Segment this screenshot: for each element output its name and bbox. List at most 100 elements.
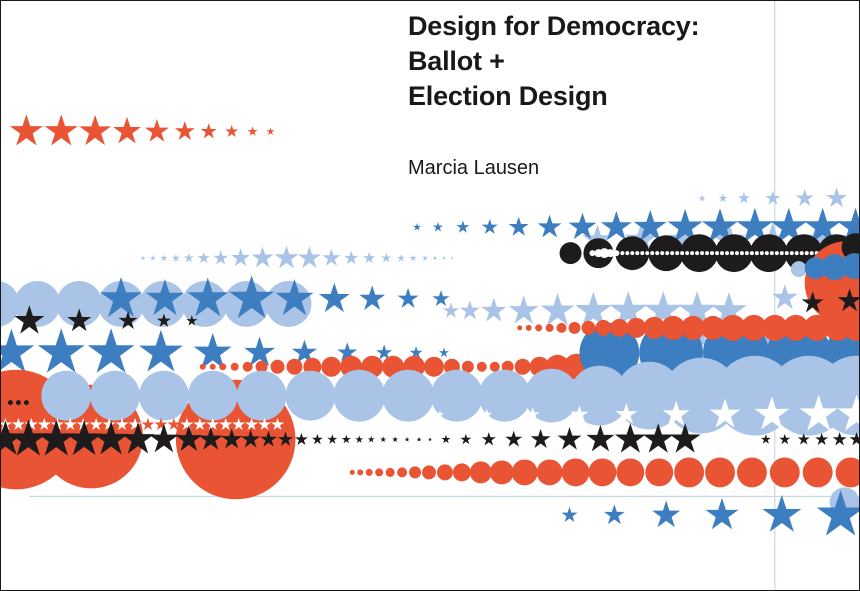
star-shape [652,500,681,528]
circle-shape [821,254,848,281]
star-shape [441,256,446,260]
star-shape [570,405,589,423]
star-shape [79,114,112,146]
star-shape [89,417,103,431]
black-star-row-bottom [1,419,859,456]
star-shape [149,254,156,261]
circle-shape [790,261,807,278]
circle-shape [525,324,532,331]
star-shape [113,116,141,144]
blue-stars-large-left [1,328,449,373]
circle-shape [545,323,554,332]
star-shape [128,417,142,431]
star-shape [118,310,138,329]
star-shape [93,421,129,455]
circle-shape [41,370,92,421]
star-shape [441,434,451,444]
star-shape [274,245,299,269]
circle-shape [841,253,859,280]
circle-shape [681,315,706,340]
circle-shape [56,281,103,327]
circle-shape [285,370,336,421]
circle-shape [843,314,859,341]
circle-shape [561,458,590,487]
star-shape [508,216,529,236]
star-shape [709,398,741,428]
circle-shape [536,459,563,486]
circle-shape [236,370,287,421]
star-shape [603,504,625,525]
title-block: Design for Democracy: Ballot + Election … [408,9,808,114]
blue-stars-over-circles [100,275,450,319]
star-shape [540,293,575,326]
circle-shape [14,281,61,327]
star-shape [413,223,422,231]
blue-stars-bottom-right [561,490,859,536]
circle-shape [761,314,788,341]
author-name: Marcia Lausen [408,157,540,179]
lightblue-star-near-red-circle [771,284,798,310]
star-shape [481,218,498,235]
star-shape [557,426,582,450]
circle-shape [409,466,422,479]
dot-shape [625,251,630,256]
dot-shape [695,251,700,256]
star-shape [145,279,184,316]
circle-shape [588,458,617,487]
circle-shape [705,457,735,488]
dot-shape [705,251,710,256]
star-shape [141,417,155,431]
star-shape [291,339,317,364]
star-shape [266,127,275,135]
star-shape [642,423,674,453]
star-shape [428,437,432,442]
circle-shape [436,464,453,481]
star-shape [337,342,358,362]
star-shape [711,292,747,327]
star-shape [37,419,76,456]
blue-mini-circles-on-red [790,253,859,281]
star-shape [37,417,51,431]
circle-shape [461,360,474,373]
star-shape [278,431,293,446]
star-shape [251,246,274,268]
dot-shape [720,251,725,256]
star-shape [186,315,198,326]
star-shape [271,417,284,431]
star-shape [438,347,449,358]
star-shape [797,433,810,445]
star-shape [481,408,493,420]
star-shape [460,433,472,445]
star-shape [801,291,824,313]
star-shape [816,490,859,536]
star-shape [297,246,321,268]
star-shape [508,295,539,324]
star-shape [258,417,272,431]
circle-shape [782,314,809,341]
star-shape [219,417,233,431]
star-shape [100,276,142,317]
star-shape [770,207,808,243]
circle-shape [715,234,753,273]
dot-shape [734,251,739,256]
dot-shape [809,251,814,256]
star-shape [367,435,375,443]
dot-shape [680,251,685,256]
circle-shape [469,461,492,484]
star-shape [318,282,350,313]
circle-shape [385,467,395,477]
circle-shape [514,358,531,375]
dot-shape [794,251,799,256]
star-shape [826,187,848,208]
circle-shape [90,370,140,421]
circle-shape [643,316,666,339]
star-shape [718,193,728,203]
star-shape [197,251,210,264]
star-shape [363,251,376,264]
star-shape [206,417,220,431]
star-shape [1,328,35,373]
star-shape [432,255,438,261]
star-shape [505,430,523,447]
red-circle-row-bottom [349,457,859,488]
star-shape [765,190,781,205]
